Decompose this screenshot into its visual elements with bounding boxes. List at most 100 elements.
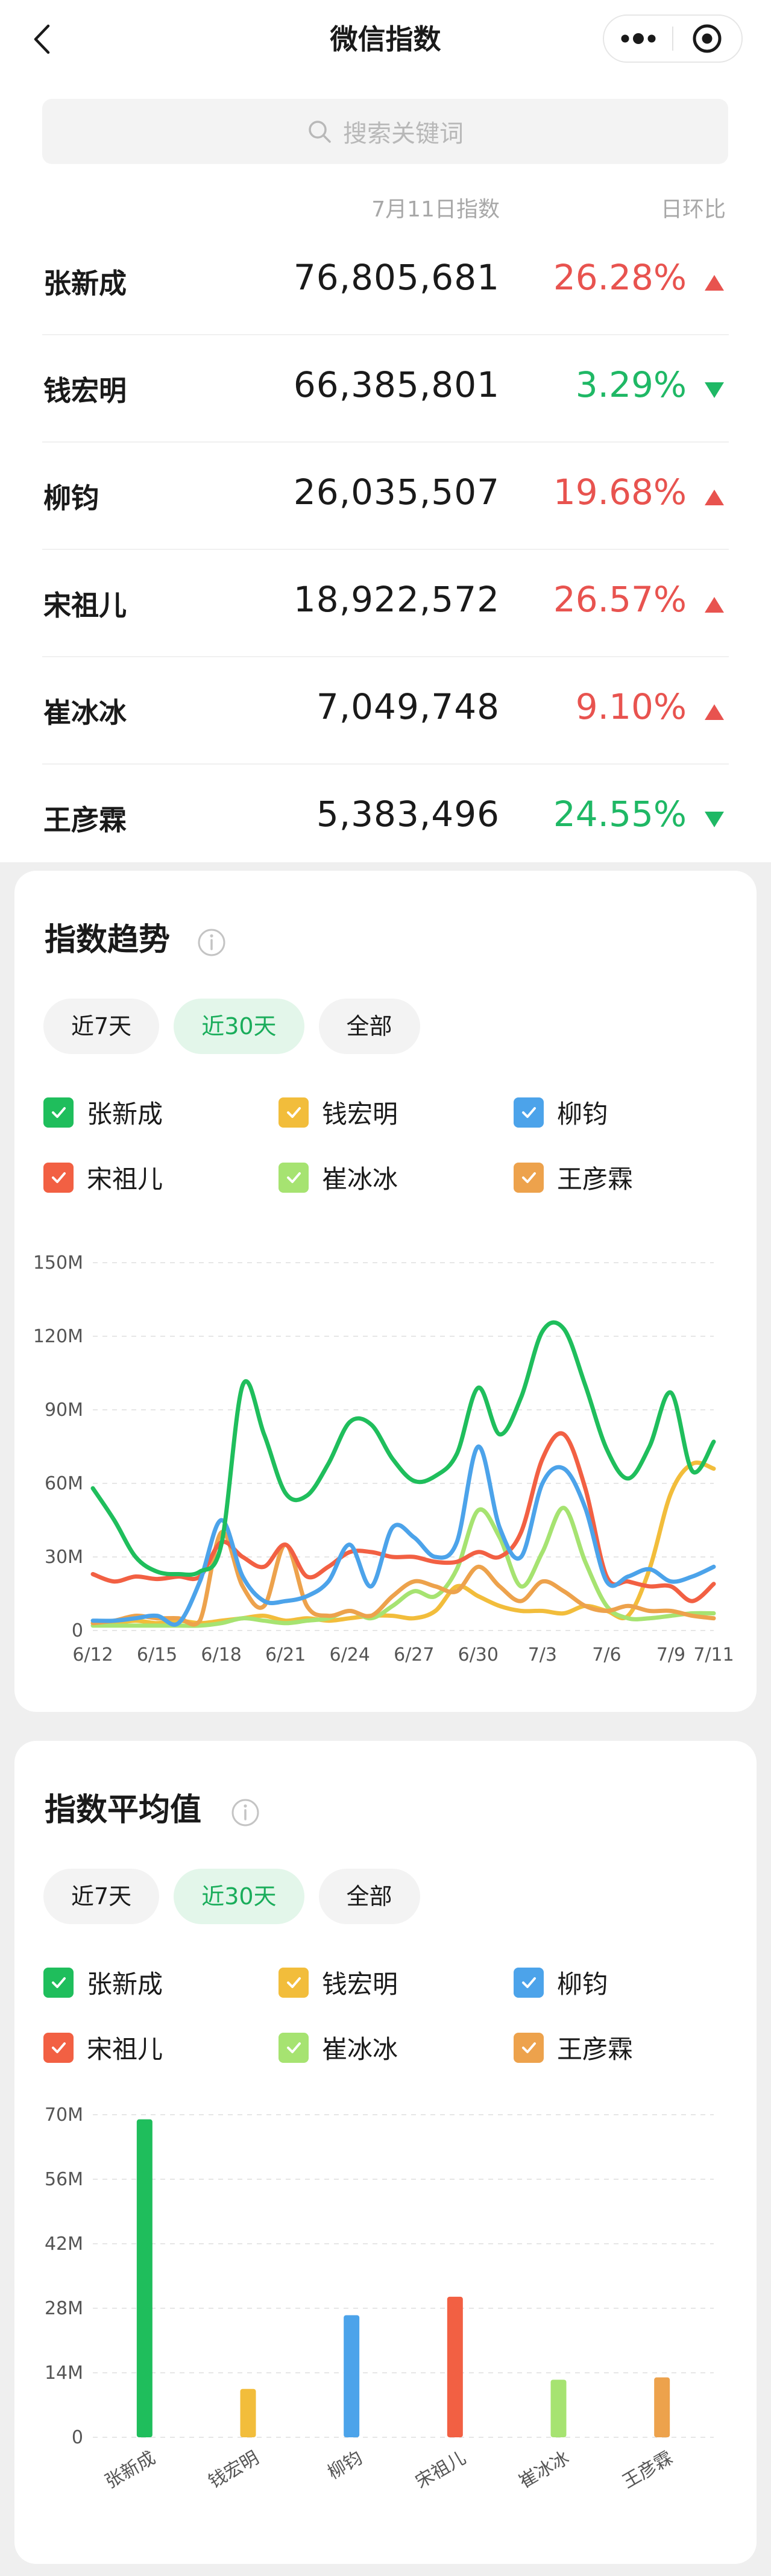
x-tick-label: 7/11 bbox=[693, 1644, 734, 1665]
legend-label: 张新成 bbox=[87, 1969, 163, 1999]
x-tick-label: 6/24 bbox=[330, 1644, 370, 1665]
y-tick-label: 14M bbox=[45, 2363, 83, 2384]
legend-label: 柳钧 bbox=[557, 1969, 608, 1999]
x-tick-label: 6/15 bbox=[137, 1644, 177, 1665]
legend-label: 柳钧 bbox=[557, 1099, 608, 1129]
checkbox-checked-icon bbox=[279, 1967, 309, 1998]
legend-item[interactable]: 钱宏明 bbox=[279, 1094, 398, 1131]
index-value: 18,922,572 bbox=[293, 579, 500, 620]
legend-item[interactable]: 张新成 bbox=[43, 1094, 163, 1131]
average-legend: 张新成 钱宏明 柳钧 宋祖儿 崔冰冰 王彦霖 bbox=[43, 1964, 737, 2085]
checkbox-checked-icon bbox=[514, 2032, 544, 2063]
x-category-label: 张新成 bbox=[101, 2448, 159, 2493]
legend-item[interactable]: 崔冰冰 bbox=[279, 2029, 398, 2066]
checkbox-checked-icon bbox=[43, 1967, 74, 1998]
x-tick-label: 6/27 bbox=[394, 1644, 434, 1665]
legend-item[interactable]: 张新成 bbox=[43, 1964, 163, 2001]
info-icon[interactable] bbox=[230, 1798, 260, 1828]
change-percent: 26.28% bbox=[553, 257, 687, 298]
keyword-name: 宋祖儿 bbox=[43, 589, 127, 622]
y-tick-label: 28M bbox=[45, 2298, 83, 2319]
trend-line-chart: 0 30M 60M 90M 120M 150M 6/12 6/15 6/18 6/21 6/24 6/… bbox=[33, 1252, 734, 1665]
y-tick-label: 60M bbox=[45, 1473, 83, 1494]
index-value: 66,385,801 bbox=[293, 364, 500, 405]
tab-30-days[interactable]: 近30天 bbox=[174, 999, 304, 1054]
date-index-header: 7月11日指数 bbox=[371, 197, 500, 222]
legend-item[interactable]: 柳钧 bbox=[514, 1094, 608, 1131]
checkbox-checked-icon bbox=[279, 1162, 309, 1193]
x-tick-label: 6/12 bbox=[72, 1644, 113, 1665]
search-placeholder: 搜索关键词 bbox=[343, 120, 464, 148]
up-triangle-icon bbox=[705, 597, 724, 613]
legend-item[interactable]: 王彦霖 bbox=[514, 1159, 633, 1196]
index-row[interactable]: 张新成 76,805,681 26.28% bbox=[0, 228, 771, 335]
x-category-label: 王彦霖 bbox=[619, 2448, 676, 2493]
y-tick-label: 120M bbox=[33, 1326, 83, 1347]
legend-label: 宋祖儿 bbox=[87, 1164, 163, 1194]
checkbox-checked-icon bbox=[514, 1162, 544, 1193]
checkbox-checked-icon bbox=[279, 2032, 309, 2063]
search-icon bbox=[309, 121, 331, 143]
more-button[interactable] bbox=[604, 16, 672, 62]
navbar: 微信指数 bbox=[0, 0, 771, 78]
index-row[interactable]: 王彦霖 5,383,496 24.55% bbox=[0, 765, 771, 872]
legend-item[interactable]: 王彦霖 bbox=[514, 2029, 633, 2066]
legend-label: 张新成 bbox=[87, 1099, 163, 1129]
x-tick-label: 7/9 bbox=[656, 1644, 685, 1665]
legend-label: 钱宏明 bbox=[322, 1969, 398, 1999]
y-tick-label: 150M bbox=[33, 1252, 83, 1274]
y-tick-label: 30M bbox=[45, 1547, 83, 1568]
legend-item[interactable]: 宋祖儿 bbox=[43, 1159, 163, 1196]
keyword-name: 柳钧 bbox=[43, 482, 99, 514]
change-percent: 19.68% bbox=[553, 472, 687, 513]
index-row[interactable]: 崔冰冰 7,049,748 9.10% bbox=[0, 657, 771, 765]
legend-item[interactable]: 宋祖儿 bbox=[43, 2029, 163, 2066]
bar bbox=[136, 2119, 153, 2437]
tab-7-days[interactable]: 近7天 bbox=[43, 999, 160, 1054]
x-tick-label: 7/3 bbox=[528, 1644, 557, 1665]
daily-change-header: 日环比 bbox=[660, 197, 726, 222]
legend-label: 宋祖儿 bbox=[87, 2035, 163, 2064]
checkbox-checked-icon bbox=[43, 2032, 74, 2063]
x-category-label: 钱宏明 bbox=[205, 2448, 262, 2493]
legend-label: 崔冰冰 bbox=[322, 1164, 398, 1194]
tab-all[interactable]: 全部 bbox=[318, 1869, 420, 1924]
index-value: 7,049,748 bbox=[316, 686, 500, 727]
series-line bbox=[90, 1506, 716, 1628]
average-title: 指数平均值 bbox=[45, 1792, 202, 1828]
index-row[interactable]: 宋祖儿 18,922,572 26.57% bbox=[0, 550, 771, 657]
up-triangle-icon bbox=[705, 275, 724, 291]
legend-item[interactable]: 柳钧 bbox=[514, 1964, 608, 2001]
page-title: 微信指数 bbox=[330, 23, 441, 55]
tab-7-days[interactable]: 近7天 bbox=[43, 1869, 160, 1924]
index-value: 76,805,681 bbox=[293, 257, 500, 298]
index-row[interactable]: 钱宏明 66,385,801 3.29% bbox=[0, 335, 771, 443]
y-tick-label: 70M bbox=[45, 2104, 83, 2126]
legend-item[interactable]: 钱宏明 bbox=[279, 1964, 398, 2001]
checkbox-checked-icon bbox=[514, 1967, 544, 1998]
x-category-label: 崔冰冰 bbox=[515, 2448, 573, 2493]
down-triangle-icon bbox=[705, 812, 724, 827]
series-line bbox=[90, 1320, 716, 1577]
close-button[interactable] bbox=[673, 16, 741, 62]
legend-label: 钱宏明 bbox=[322, 1099, 398, 1129]
bar bbox=[550, 2379, 567, 2437]
series-line bbox=[90, 1530, 716, 1627]
bar bbox=[344, 2315, 360, 2437]
y-tick-label: 0 bbox=[72, 2427, 83, 2448]
x-tick-label: 6/18 bbox=[201, 1644, 241, 1665]
search-input[interactable]: 搜索关键词 bbox=[42, 99, 728, 164]
back-button[interactable] bbox=[27, 19, 57, 59]
bar bbox=[240, 2388, 256, 2437]
tab-30-days[interactable]: 近30天 bbox=[174, 1869, 304, 1924]
down-triangle-icon bbox=[705, 382, 724, 398]
legend-item[interactable]: 崔冰冰 bbox=[279, 1159, 398, 1196]
bar bbox=[447, 2296, 463, 2437]
tab-all[interactable]: 全部 bbox=[318, 999, 420, 1054]
change-percent: 26.57% bbox=[553, 579, 687, 620]
x-tick-label: 6/21 bbox=[265, 1644, 306, 1665]
bar bbox=[654, 2377, 670, 2437]
index-value: 26,035,507 bbox=[293, 472, 500, 513]
index-row[interactable]: 柳钧 26,035,507 19.68% bbox=[0, 443, 771, 550]
info-icon[interactable] bbox=[197, 927, 227, 958]
